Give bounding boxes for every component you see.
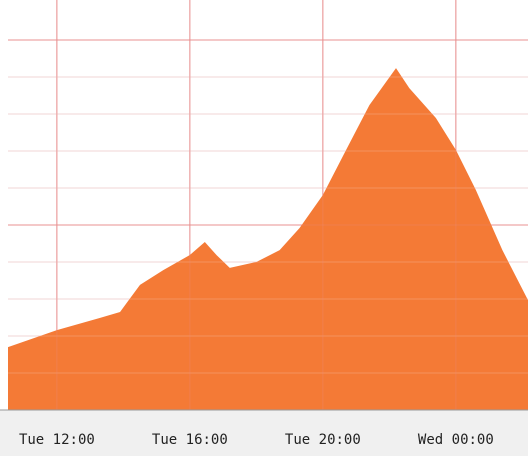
x-tick-label: Tue 20:00 [285, 432, 361, 448]
x-tick-label: Tue 12:00 [19, 432, 95, 448]
x-tick-label: Tue 16:00 [152, 432, 228, 448]
axis-band [0, 410, 528, 456]
area [8, 68, 528, 410]
x-tick-label: Wed 00:00 [418, 432, 494, 448]
